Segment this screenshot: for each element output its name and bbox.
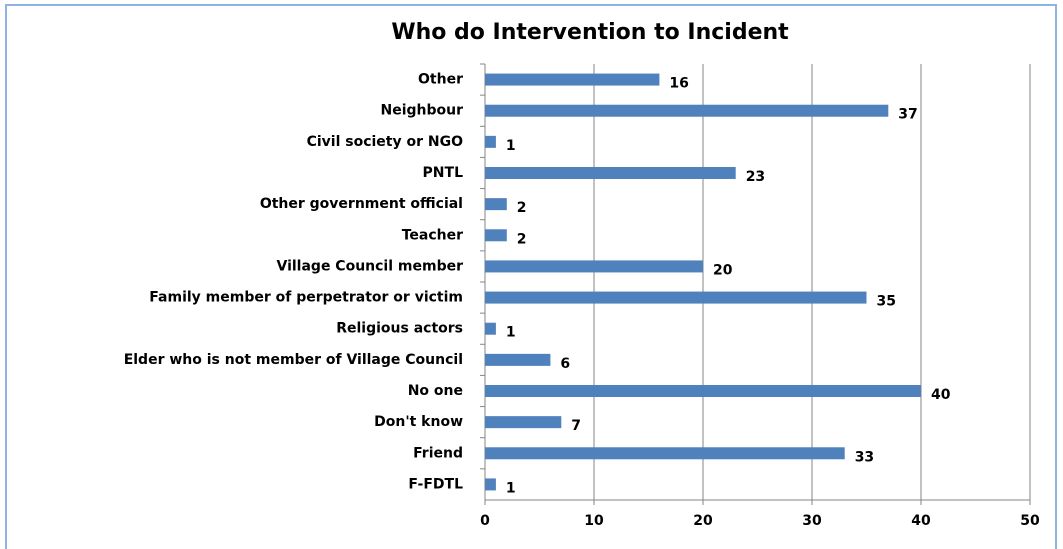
- y-tick-label: Civil society or NGO: [307, 134, 464, 150]
- y-tick-label: Religious actors: [336, 321, 463, 337]
- y-tick-label: Family member of perpetrator or victim: [149, 290, 463, 306]
- bar: [485, 478, 496, 491]
- data-label: 7: [571, 418, 581, 434]
- data-label: 1: [506, 138, 516, 154]
- data-label: 2: [517, 200, 527, 216]
- bar: [485, 291, 867, 304]
- y-tick-label: Teacher: [402, 227, 463, 243]
- y-tick-label: Village Council member: [276, 258, 463, 274]
- bar: [485, 198, 507, 211]
- bar: [485, 229, 507, 242]
- y-tick-label: No one: [408, 383, 463, 399]
- bar: [485, 322, 496, 335]
- x-tick-label: 30: [802, 513, 822, 529]
- data-label: 6: [560, 356, 570, 372]
- bar: [485, 104, 889, 117]
- data-label: 35: [877, 294, 896, 310]
- data-label: 40: [931, 387, 951, 403]
- x-tick-label: 40: [911, 513, 931, 529]
- y-tick-label: Don't know: [374, 414, 463, 430]
- y-tick-label: Friend: [413, 445, 463, 461]
- bar: [485, 167, 736, 179]
- bar: [485, 260, 703, 273]
- y-tick-label: Elder who is not member of Village Counc…: [124, 352, 463, 368]
- x-tick-label: 50: [1020, 513, 1040, 529]
- bar: [485, 447, 845, 460]
- data-label: 16: [669, 76, 688, 92]
- x-tick-label: 10: [584, 513, 604, 529]
- x-tick-label: 0: [480, 513, 490, 529]
- y-tick-label: Neighbour: [380, 103, 463, 119]
- data-label: 23: [746, 169, 765, 185]
- x-tick-label: 20: [693, 513, 713, 529]
- bar: [485, 73, 660, 86]
- y-tick-label: PNTL: [423, 165, 464, 181]
- data-label: 1: [506, 325, 516, 341]
- bar: [485, 385, 921, 397]
- y-tick-label: F-FDTL: [408, 476, 463, 492]
- bar: [485, 135, 496, 148]
- y-tick-label: Other government official: [260, 196, 463, 212]
- bar: [485, 353, 551, 366]
- data-label: 37: [898, 107, 917, 123]
- data-label: 33: [855, 449, 874, 465]
- y-tick-label: Other: [418, 72, 463, 88]
- bar: [485, 416, 562, 429]
- chart-title: Who do Intervention to Incident: [391, 20, 789, 45]
- chart-frame: [5, 4, 1057, 549]
- data-label: 1: [506, 480, 516, 496]
- data-label: 2: [517, 231, 527, 247]
- data-label: 20: [713, 262, 733, 278]
